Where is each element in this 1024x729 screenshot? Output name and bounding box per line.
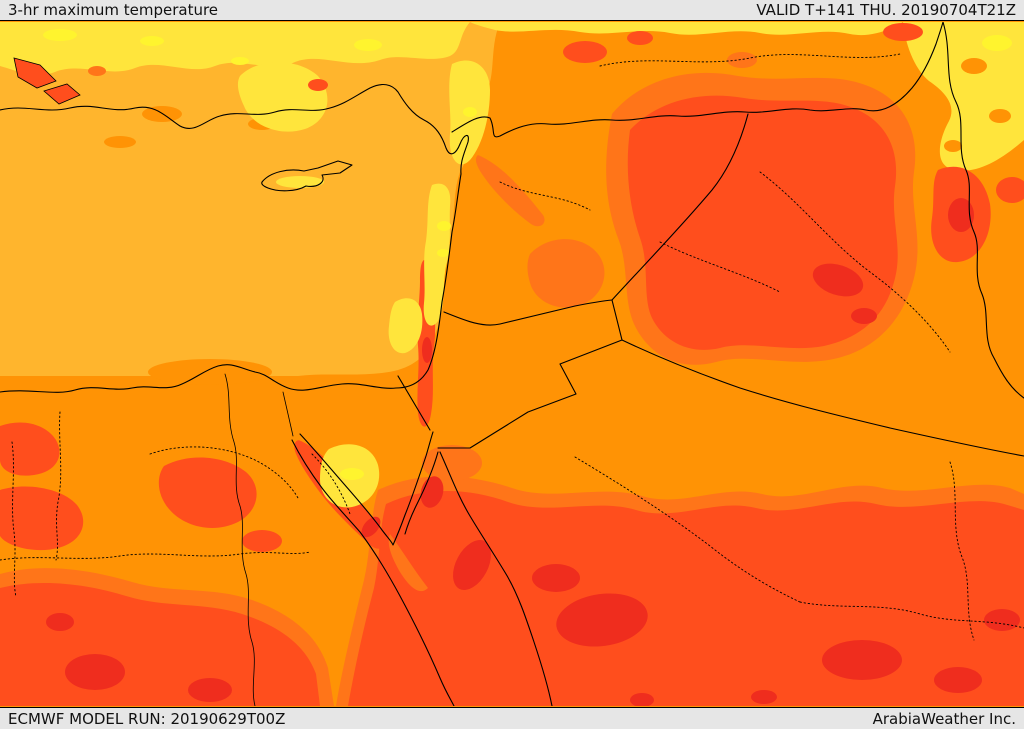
attribution-label: ArabiaWeather Inc.	[872, 709, 1016, 728]
map-title: 3-hr maximum temperature	[8, 1, 219, 19]
temperature-field	[0, 22, 1024, 706]
header-bar: 3-hr maximum temperature VALID T+141 THU…	[0, 0, 1024, 21]
valid-time-label: VALID T+141 THU. 20190704T21Z	[756, 1, 1016, 19]
admin-boundaries	[0, 53, 1024, 641]
model-run-label: ECMWF MODEL RUN: 20190629T00Z	[8, 709, 286, 728]
temperature-map-svg	[0, 22, 1024, 706]
country-borders	[0, 22, 1024, 706]
footer-bar: ECMWF MODEL RUN: 20190629T00Z ArabiaWeat…	[0, 707, 1024, 729]
map-canvas	[0, 22, 1024, 706]
